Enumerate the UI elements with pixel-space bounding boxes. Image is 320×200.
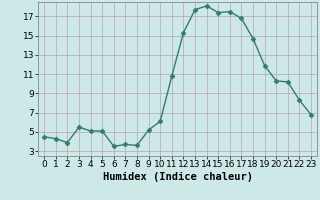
X-axis label: Humidex (Indice chaleur): Humidex (Indice chaleur) [103,172,252,182]
